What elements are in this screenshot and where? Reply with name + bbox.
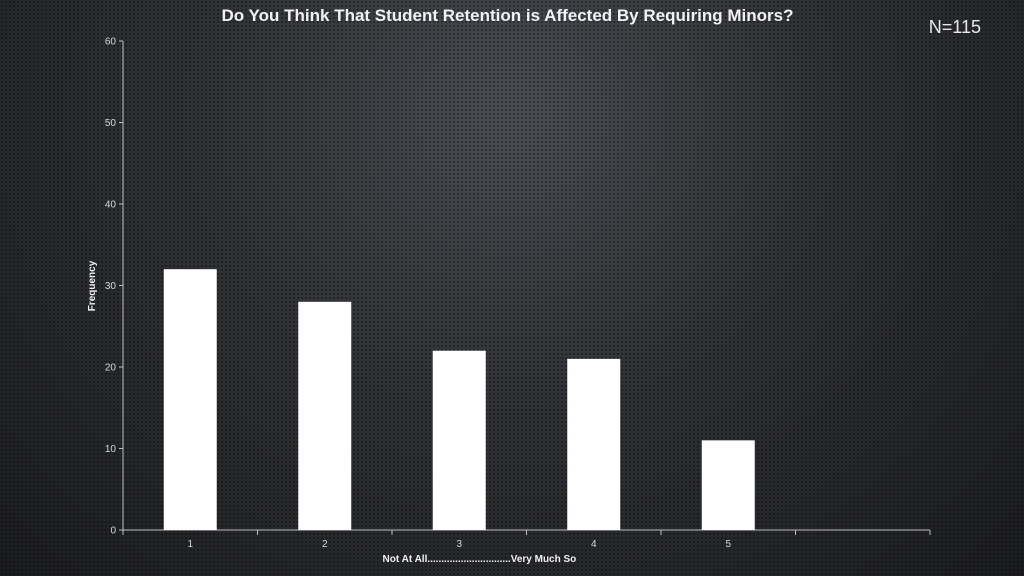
chart-axes (119, 40, 931, 535)
chart-labels: 0 10 20 30 40 50 60 1 2 3 4 5 Not At All............… (87, 37, 731, 566)
chart-title: Do You Think That Student Retention is A… (221, 6, 794, 25)
y-tick-label: 50 (105, 118, 117, 129)
bar (701, 440, 755, 530)
x-tick-label: 5 (725, 539, 731, 550)
y-axis-label: Frequency (87, 260, 98, 311)
bar (163, 269, 217, 530)
y-tick-label: 0 (110, 526, 116, 537)
y-tick-label: 30 (105, 281, 117, 292)
y-tick-label: 10 (105, 444, 117, 455)
chart-bars (163, 269, 755, 530)
x-tick-label: 2 (322, 539, 328, 550)
y-tick-label: 20 (105, 363, 117, 374)
sample-size-label: N=115 (928, 17, 981, 37)
x-tick-label: 1 (187, 539, 193, 550)
x-tick-label: 4 (591, 539, 597, 550)
x-axis-label: Not At All..............................… (383, 554, 577, 565)
bar (298, 301, 352, 530)
y-tick-label: 60 (105, 37, 117, 48)
y-tick-label: 40 (105, 200, 117, 211)
bar (567, 358, 621, 530)
bar (432, 350, 486, 530)
x-tick-label: 3 (456, 539, 462, 550)
